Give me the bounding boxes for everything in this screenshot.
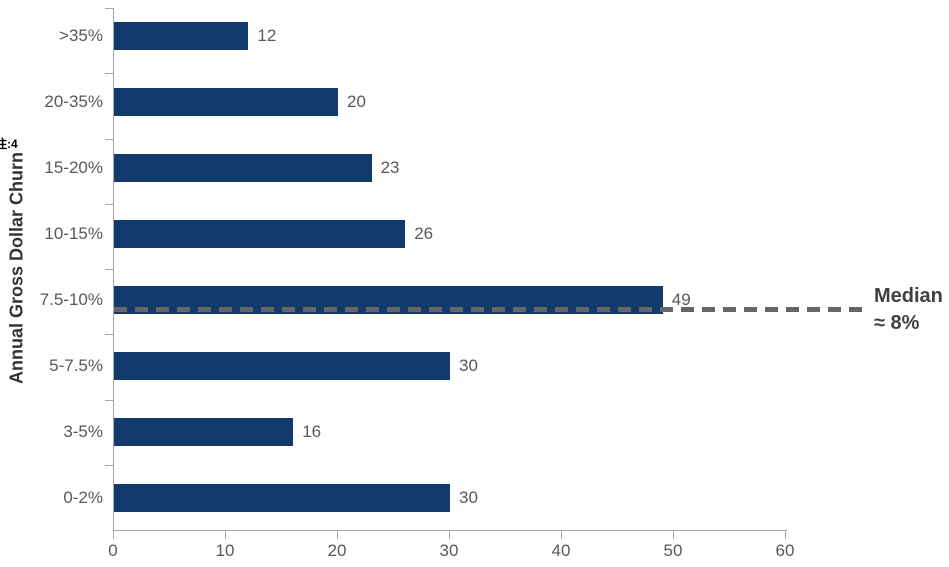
- bar: [114, 220, 406, 248]
- bar: [114, 154, 372, 182]
- value-label: 20: [347, 92, 366, 111]
- bar: [114, 484, 450, 512]
- value-label: 16: [302, 422, 322, 441]
- x-tick-label: 0: [108, 541, 118, 560]
- x-axis-tick: [673, 530, 674, 539]
- value-label: 49: [671, 290, 691, 309]
- category-label: 20-35%: [44, 92, 103, 111]
- y-axis-tick: [105, 399, 113, 401]
- x-tick-label: 10: [215, 541, 235, 560]
- x-axis-tick: [113, 530, 114, 539]
- category-label: 7.5-10%: [39, 290, 103, 309]
- y-axis: [113, 8, 114, 530]
- value-label: 23: [380, 158, 400, 177]
- x-axis-tick: [561, 530, 562, 539]
- value-label: 30: [459, 356, 478, 375]
- x-axis: [113, 530, 787, 531]
- category-label: 10-15%: [44, 224, 103, 243]
- value-label: 26: [414, 224, 434, 243]
- median-annotation-line2: ≈ 8%: [874, 312, 920, 334]
- y-axis-tick: [105, 73, 113, 75]
- bar: [114, 88, 338, 116]
- category-label: 3-5%: [63, 422, 103, 441]
- y-axis-tick: [105, 8, 113, 9]
- value-label: 30: [459, 488, 478, 507]
- median-annotation: Median ≈ 8%: [874, 283, 943, 337]
- median-dashed-line: [114, 307, 868, 312]
- footnote: 注:4: [0, 137, 18, 151]
- x-tick-label: 30: [439, 541, 459, 560]
- x-tick-label: 50: [663, 541, 683, 560]
- x-axis-tick: [225, 530, 226, 539]
- y-axis-tick: [105, 464, 113, 466]
- x-tick-label: 20: [327, 541, 347, 560]
- y-axis-label: Annual Gross Dollar Churn: [6, 151, 27, 385]
- category-label: 15-20%: [44, 158, 103, 177]
- category-label: 5-7.5%: [49, 356, 103, 375]
- x-axis-tick: [337, 530, 338, 539]
- bar: [114, 418, 294, 446]
- y-axis-tick: [105, 138, 113, 140]
- x-axis-tick: [449, 530, 450, 539]
- category-label: 0-2%: [63, 488, 103, 507]
- y-axis-tick: [105, 269, 113, 270]
- x-tick-label: 60: [775, 541, 795, 560]
- bar: [114, 352, 450, 380]
- x-axis-tick: [785, 530, 786, 539]
- y-axis-tick: [105, 334, 113, 336]
- median-annotation-line1: Median: [874, 285, 943, 307]
- category-label: >35%: [59, 26, 103, 45]
- bar: [114, 22, 249, 50]
- value-label: 12: [257, 26, 277, 45]
- x-tick-label: 40: [551, 541, 571, 560]
- y-axis-tick: [105, 203, 113, 205]
